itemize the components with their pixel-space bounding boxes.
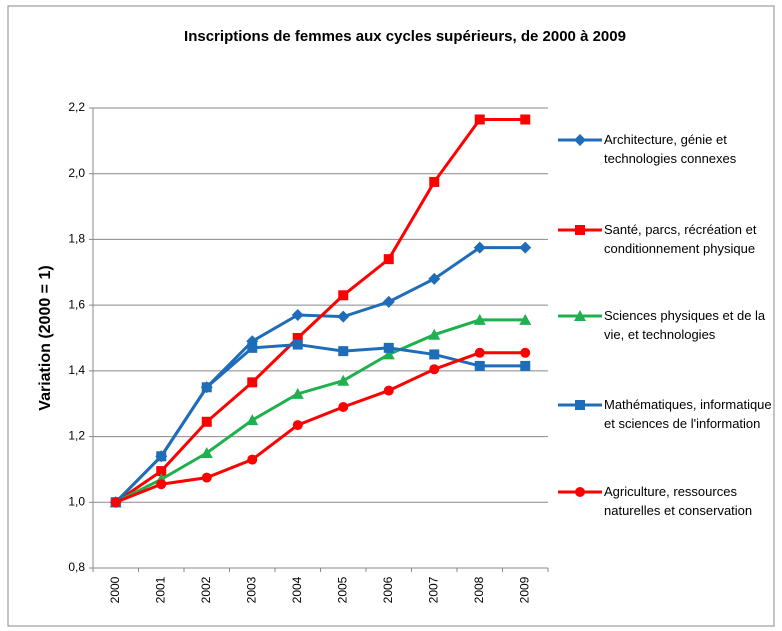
data-point [382,348,395,360]
data-point [292,420,303,431]
data-point [474,360,485,371]
x-tick-label: 2003 [244,576,258,603]
legend-label: Mathématiques, informatique et sciences … [604,397,772,431]
data-point [292,333,303,343]
legend-marker [574,310,586,321]
legend-marker [575,400,585,410]
data-point [383,254,394,265]
data-point [247,342,258,353]
data-point [110,497,121,508]
data-point [156,466,167,477]
y-tick-label: 1,8 [68,232,85,246]
legend-label: Agriculture, ressources naturelles et co… [604,484,753,518]
data-point [474,114,485,125]
data-point [383,342,394,353]
y-tick-label: 1,4 [68,363,85,377]
x-tick-label: 2006 [381,576,395,603]
x-tick-label: 2002 [199,576,213,603]
data-point [519,313,532,325]
series-line [114,118,526,504]
x-tick-label: 2007 [426,576,440,603]
legend-marker [574,134,586,146]
y-tick-label: 1,0 [68,494,85,508]
data-point [519,241,532,254]
data-point [473,241,486,254]
data-point [201,416,212,427]
data-point [291,309,304,321]
data-point [338,290,349,301]
y-axis-label: Variation (2000 = 1) [37,265,54,410]
data-point [247,377,258,388]
legend-label: Sciences physiques et de la vie, et tech… [604,308,766,342]
data-point [338,402,349,412]
data-point [246,414,259,426]
data-point [383,385,394,396]
data-point [247,454,258,465]
legend-marker [575,225,585,235]
data-point [520,360,531,371]
data-point [428,272,441,285]
y-tick-label: 1,2 [68,429,85,443]
data-point [473,313,486,325]
x-tick-label: 2004 [290,576,304,603]
data-point [201,382,212,393]
data-point [429,176,440,187]
data-point [201,472,212,483]
legend-label: Santé, parcs, récréation et conditionnem… [604,222,757,256]
y-tick-label: 0,8 [68,560,85,574]
data-point [382,295,395,308]
data-point [429,364,440,375]
data-point [156,479,167,490]
data-point [156,451,167,462]
x-tick-label: 2001 [153,576,167,603]
data-point [520,114,531,125]
y-tick-label: 2,0 [68,166,85,180]
data-point [337,374,350,386]
x-tick-label: 2009 [517,576,531,603]
series-line [115,318,526,504]
data-point [338,346,349,357]
x-tick-label: 2000 [108,576,122,603]
data-point [429,349,440,360]
data-point [428,328,441,340]
chart-title: Inscriptions de femmes aux cycles supéri… [184,28,626,45]
y-tick-label: 1,6 [68,297,85,311]
data-point [474,347,485,358]
x-tick-label: 2008 [472,576,486,603]
data-point [291,387,304,399]
data-point [520,347,531,358]
data-point [337,310,350,323]
legend-label: Architecture, génie et technologies conn… [604,132,737,166]
chart-frame [7,5,775,627]
y-tick-label: 2,2 [68,100,85,114]
data-point [292,339,303,350]
x-tick-label: 2005 [335,576,349,603]
series-line [115,351,526,504]
legend-marker [575,487,585,497]
data-point [200,447,213,458]
